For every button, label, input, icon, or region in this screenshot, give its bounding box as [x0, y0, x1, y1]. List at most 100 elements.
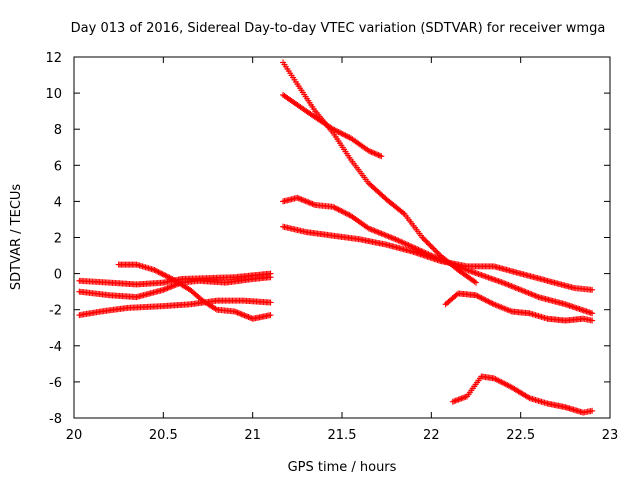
data-point [365, 147, 372, 154]
data-point [429, 244, 436, 251]
data-point [519, 287, 526, 294]
data-point [531, 292, 538, 299]
y-tick-label: -6 [49, 376, 62, 391]
data-point [158, 270, 165, 277]
data-point [168, 283, 175, 290]
data-point [267, 274, 274, 281]
data-point [303, 198, 310, 205]
y-tick-label: -8 [49, 412, 62, 427]
data-point [423, 238, 430, 245]
data-point [378, 153, 385, 160]
data-point [267, 312, 274, 319]
data-point [338, 130, 345, 137]
data-point [412, 245, 419, 252]
data-point [453, 291, 460, 298]
data-point [385, 233, 392, 240]
data-point [525, 290, 532, 297]
data-point [526, 290, 533, 297]
data-point [238, 311, 245, 318]
data-point [376, 152, 383, 159]
y-tick-label: 0 [54, 268, 62, 283]
data-point [408, 243, 415, 250]
data-point [478, 295, 485, 302]
x-tick-label: 23 [602, 428, 619, 443]
data-point [165, 284, 172, 291]
data-point [589, 317, 596, 324]
data-point [415, 246, 422, 253]
data-point [341, 131, 348, 138]
series-track-6 [280, 91, 385, 160]
data-point [388, 234, 395, 241]
data-point [589, 407, 596, 414]
data-point [522, 288, 529, 295]
data-point [345, 211, 352, 218]
data-point [420, 235, 427, 242]
y-tick-label: 4 [54, 195, 62, 210]
data-point [295, 195, 302, 202]
data-point [518, 287, 525, 294]
data-point [367, 148, 374, 155]
data-point [335, 128, 342, 135]
data-point [305, 199, 312, 206]
data-point [375, 229, 382, 236]
data-point [343, 210, 350, 217]
data-point [524, 289, 531, 296]
data-point [241, 312, 248, 319]
data-point [489, 300, 496, 307]
data-point [246, 314, 253, 321]
x-tick-label: 22.5 [506, 428, 535, 443]
data-point [475, 293, 482, 300]
data-point [504, 281, 511, 288]
data-point [409, 244, 416, 251]
data-point [240, 311, 247, 318]
data-point [294, 194, 301, 201]
series-track-2 [76, 274, 274, 301]
data-point [372, 228, 379, 235]
data-point [404, 241, 411, 248]
data-point [342, 210, 349, 217]
data-point [391, 235, 398, 242]
data-point [511, 284, 518, 291]
data-point [377, 230, 384, 237]
data-point [479, 295, 486, 302]
y-tick-label: 6 [54, 159, 62, 174]
data-point [374, 151, 381, 158]
data-point [301, 197, 308, 204]
data-point [151, 266, 158, 273]
data-point [154, 268, 161, 275]
data-point [521, 288, 528, 295]
data-point [332, 205, 339, 212]
data-point [374, 228, 381, 235]
data-point [345, 133, 352, 140]
data-point [233, 309, 240, 316]
data-point [371, 150, 378, 157]
data-point [529, 291, 536, 298]
data-point [212, 305, 219, 312]
data-point [341, 209, 348, 216]
data-point [369, 149, 376, 156]
data-point [502, 280, 509, 287]
data-point [427, 242, 434, 249]
y-tick-label: 8 [54, 123, 62, 138]
data-point [419, 234, 426, 241]
data-point [512, 284, 519, 291]
data-point [386, 234, 393, 241]
data-point [382, 232, 389, 239]
data-point [171, 282, 178, 289]
data-point [482, 297, 489, 304]
data-point [532, 292, 539, 299]
data-point [378, 230, 385, 237]
data-point [471, 278, 478, 285]
data-point [242, 312, 249, 319]
data-point [394, 236, 401, 243]
data-point [164, 285, 171, 292]
data-point [297, 195, 304, 202]
data-point [161, 271, 168, 278]
data-point [481, 296, 488, 303]
data-point [370, 227, 377, 234]
chart-title: Day 013 of 2016, Sidereal Day-to-day VTE… [71, 21, 606, 36]
data-point [589, 286, 596, 293]
data-point [245, 314, 252, 321]
data-point [430, 245, 437, 252]
